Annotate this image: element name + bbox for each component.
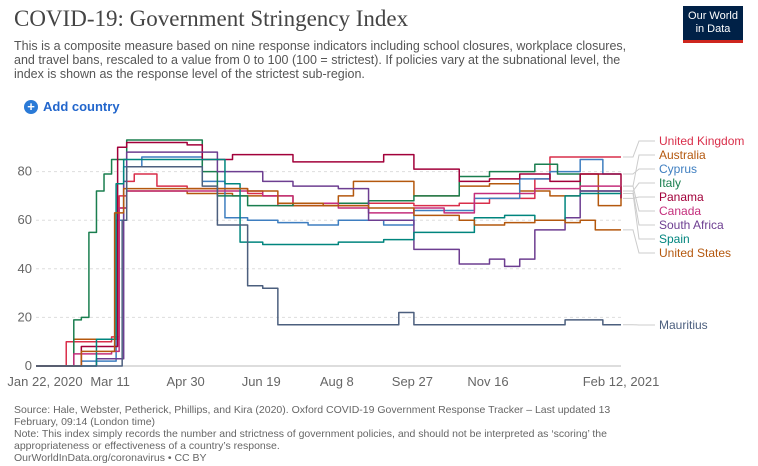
owid-logo[interactable]: Our World in Data	[683, 6, 743, 43]
series-line	[36, 139, 621, 367]
x-tick-label: Jun 19	[242, 374, 281, 389]
legend-connector	[623, 190, 655, 226]
y-tick-label: 20	[18, 309, 32, 324]
legend-connector	[623, 140, 655, 158]
add-country-button[interactable]: + Add country	[24, 99, 120, 114]
legend-label: Italy	[659, 176, 681, 190]
stringency-line-chart: 0 20 40 60 80 Jan 22, 2020 Mar 11 Apr 30 Jun 19 A…	[7, 134, 744, 389]
add-country-label: Add country	[43, 99, 120, 114]
legend-label: Cyprus	[659, 162, 697, 176]
legend-connector	[623, 229, 655, 254]
x-tick-label: Mar 11	[90, 374, 130, 389]
chart-title: COVID-19: Government Stringency Index	[14, 6, 409, 31]
legend-label: Australia	[659, 148, 706, 162]
legend-label: Panama	[659, 190, 704, 204]
x-tick-label: Jan 22, 2020	[7, 374, 82, 389]
x-tick-label: Feb 12, 2021	[583, 374, 660, 389]
legend-connector	[623, 182, 655, 192]
y-tick-label: 60	[18, 212, 32, 227]
chart-subtitle: This is a composite measure based on nin…	[14, 39, 627, 81]
chart-footer: Source: Hale, Webster, Petherick, Philli…	[14, 404, 654, 464]
x-tick-label: Sep 27	[392, 374, 433, 389]
legend-label: Spain	[659, 232, 690, 246]
series-line	[36, 141, 622, 367]
series-line	[36, 187, 621, 367]
plus-circle-icon: +	[24, 99, 38, 114]
legend-connector	[623, 196, 655, 199]
x-tick-label: Aug 8	[320, 374, 354, 389]
legend-label: Mauritius	[659, 318, 708, 332]
y-tick-label: 0	[25, 358, 32, 373]
legend-connector	[623, 168, 655, 175]
footer-credit[interactable]: OurWorldInData.org/coronavirus • CC BY	[14, 452, 207, 464]
legend-connector	[623, 185, 655, 212]
legend-label: Canada	[659, 204, 701, 218]
footer-source: Source: Hale, Webster, Petherick, Philli…	[14, 404, 611, 428]
legend-label: United States	[659, 246, 731, 260]
y-tick-label: 80	[18, 164, 32, 179]
legend-connector	[623, 154, 655, 187]
logo-line-1: Our World	[688, 10, 738, 22]
y-tick-label: 40	[18, 261, 32, 276]
legend-label: South Africa	[659, 218, 724, 232]
x-tick-label: Nov 16	[467, 374, 508, 389]
legend-label: United Kingdom	[659, 134, 744, 148]
series-line	[36, 165, 621, 367]
series-line	[36, 185, 621, 367]
x-tick-label: Apr 30	[166, 374, 204, 389]
logo-line-2: in Data	[695, 23, 731, 35]
series-line	[36, 158, 621, 367]
footer-note: Note: This index simply records the numb…	[14, 428, 607, 452]
legend-connector	[623, 192, 655, 240]
